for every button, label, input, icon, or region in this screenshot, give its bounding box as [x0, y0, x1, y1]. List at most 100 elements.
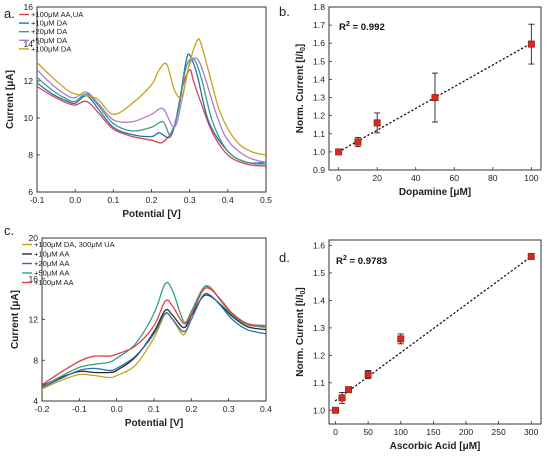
- x-tick-label: 80: [488, 173, 498, 183]
- y-tick-label: 1.1: [313, 129, 325, 139]
- r-squared-part: R: [336, 256, 343, 267]
- x-tick-label: 40: [411, 173, 421, 183]
- data-marker: [338, 394, 346, 402]
- x-axis-label: Dopamine [μM]: [399, 187, 471, 198]
- series-group: [37, 38, 266, 167]
- y-axis-label-part: ]: [295, 44, 306, 47]
- data-marker: [527, 253, 535, 260]
- data-marker: [332, 406, 339, 414]
- y-tick-label: 1.5: [313, 268, 325, 278]
- data-marker: [397, 335, 405, 343]
- y-tick-label: 1.0: [313, 147, 325, 157]
- y-tick-label: 1.3: [313, 323, 325, 333]
- y-tick-label: 12: [28, 315, 38, 325]
- y-tick-label: 1.2: [313, 111, 325, 121]
- y-axis-label-part: ]: [295, 287, 306, 290]
- data-marker: [373, 119, 381, 127]
- r-squared-annotation: R2 = 0.992: [339, 21, 385, 33]
- legend-entry: +100μM AA: [34, 278, 75, 287]
- series-line: [42, 284, 266, 390]
- plot-frame: [328, 239, 542, 425]
- y-tick-label: 10: [23, 113, 33, 123]
- y-tick-label: 1.4: [313, 295, 325, 305]
- y-tick-label: 8: [33, 355, 38, 365]
- r-squared-part: 2: [346, 21, 350, 28]
- y-tick-label: 14: [23, 39, 33, 49]
- legend-entry: +20μM DA: [31, 27, 68, 36]
- series-group: [42, 281, 266, 390]
- y-axis-label-part: Norm. Current [I/I: [295, 294, 306, 376]
- data-marker: [335, 148, 343, 156]
- x-tick-label: 250: [491, 427, 506, 437]
- y-axis-label: Norm. Current [I/I0]: [295, 44, 307, 133]
- series-line: [37, 53, 266, 164]
- y-axis-label-part: 0: [300, 47, 307, 51]
- x-tick-label: 50: [363, 427, 373, 437]
- x-tick-label: 20: [372, 173, 382, 183]
- x-tick-label: 100: [524, 173, 539, 183]
- series-line: [42, 294, 266, 387]
- r-squared-annotation: R2 = 0.9783: [336, 255, 387, 267]
- chart-panel-4: d. 0 50 100 150 200 250 300 1.0 1.1 1.2 1.3 1.4 1.5 1.…: [279, 239, 542, 452]
- x-tick-label: 0.4: [260, 404, 272, 414]
- y-axis-label: Norm. Current [I/I0]: [295, 287, 307, 376]
- legend-entry: +50μM DA: [31, 36, 68, 45]
- x-tick-label: -0.1: [30, 195, 45, 205]
- series-line: [37, 57, 266, 164]
- x-tick-label: 0.0: [69, 195, 81, 205]
- r-squared-part: = 0.9783: [347, 256, 387, 267]
- x-axis-label: Potential [V]: [122, 209, 180, 220]
- y-tick-label: 8: [28, 150, 33, 160]
- x-tick-label: 0.4: [222, 195, 234, 205]
- x-tick-label: 100: [394, 427, 409, 437]
- x-tick-label: 60: [449, 173, 459, 183]
- data-marker: [354, 138, 362, 146]
- panel-letter: a.: [4, 6, 15, 21]
- y-tick-label: 1.8: [313, 2, 325, 12]
- series-line: [37, 38, 266, 156]
- y-tick-label: 1.0: [313, 405, 325, 415]
- x-tick-label: 0: [336, 173, 341, 183]
- data-marker: [364, 371, 372, 379]
- y-tick-label: 1.5: [313, 56, 325, 66]
- x-axis-label: Ascorbic Acid [μM]: [390, 441, 481, 452]
- legend-entry: +100μM DA: [31, 44, 72, 53]
- x-tick-label: 200: [459, 427, 474, 437]
- y-tick-label: 1.3: [313, 93, 325, 103]
- y-axis-label: Current [μA]: [10, 290, 21, 349]
- x-tick-label: 0.1: [107, 195, 119, 205]
- y-axis-label-part: 0: [300, 291, 307, 295]
- y-tick-label: 20: [28, 233, 38, 243]
- r-squared-part: R: [339, 22, 346, 33]
- x-tick-label: 0.2: [185, 404, 197, 414]
- panel-letter: b.: [279, 4, 290, 19]
- x-tick-label: 0.5: [260, 195, 272, 205]
- panel-letter: c.: [4, 223, 14, 238]
- series-line: [37, 57, 266, 165]
- x-tick-label: 300: [524, 427, 539, 437]
- legend-entry: +100μM DA, 300μM UA: [34, 240, 116, 249]
- plot-frame: [36, 6, 267, 193]
- y-tick-label: 1.1: [313, 378, 325, 388]
- x-axis-label: Potential [V]: [125, 418, 183, 429]
- series-line: [42, 287, 266, 386]
- x-tick-label: 0: [333, 427, 338, 437]
- y-tick-label: 0.9: [313, 165, 325, 175]
- r-squared-part: = 0.992: [350, 22, 385, 33]
- y-tick-label: 1.2: [313, 350, 325, 360]
- y-tick-label: 1.4: [313, 74, 325, 84]
- chart-panel-1: a. -0.1 0.0 0.1 0.2 0.3 0.4 0.5 6 8 10 12 14 16 Potent…: [4, 2, 272, 220]
- y-tick-label: 16: [28, 274, 38, 284]
- y-axis-label: Current [μA]: [5, 70, 16, 129]
- x-tick-label: 0.2: [146, 195, 158, 205]
- chart-panel-2: b.0 20 40 60 80 1000.91.01.11.21.31.41.51.61.…: [279, 2, 542, 198]
- panel-letter: d.: [279, 250, 290, 265]
- y-tick-label: 4: [33, 396, 38, 406]
- legend-entry: +10μM AA: [34, 250, 70, 259]
- y-axis-label-part: Norm. Current [I/I: [295, 51, 306, 133]
- legend-entry: +10μM DA: [31, 19, 68, 28]
- y-tick-label: 1.7: [313, 20, 325, 30]
- fit-line: [334, 255, 532, 402]
- x-tick-label: 150: [426, 427, 441, 437]
